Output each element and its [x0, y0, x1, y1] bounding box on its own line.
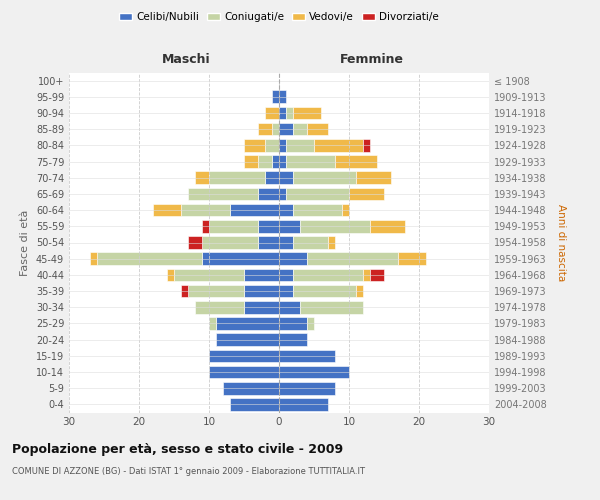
Bar — [286, 106, 293, 120]
Bar — [279, 301, 300, 314]
Bar — [258, 123, 272, 136]
Bar — [363, 268, 370, 281]
Bar — [279, 398, 328, 410]
Bar — [279, 204, 293, 216]
Bar — [307, 252, 398, 265]
Bar — [279, 350, 335, 362]
Bar — [279, 139, 286, 151]
Bar — [370, 268, 384, 281]
Bar — [307, 317, 314, 330]
Bar — [258, 236, 279, 249]
Bar — [265, 172, 279, 184]
Bar — [209, 317, 216, 330]
Bar — [223, 382, 279, 394]
Bar — [398, 252, 426, 265]
Bar — [265, 106, 279, 120]
Bar — [286, 155, 335, 168]
Bar — [293, 172, 356, 184]
Bar — [300, 301, 363, 314]
Bar — [174, 268, 244, 281]
Bar — [230, 398, 279, 410]
Bar — [279, 252, 307, 265]
Bar — [279, 382, 335, 394]
Bar — [272, 90, 279, 103]
Bar — [293, 123, 307, 136]
Bar — [307, 123, 328, 136]
Bar — [363, 139, 370, 151]
Legend: Celibi/Nubili, Coniugati/e, Vedovi/e, Divorziati/e: Celibi/Nubili, Coniugati/e, Vedovi/e, Di… — [115, 8, 443, 26]
Bar — [279, 220, 300, 232]
Text: Femmine: Femmine — [340, 52, 403, 66]
Bar — [188, 236, 202, 249]
Bar — [244, 285, 279, 298]
Bar — [342, 204, 349, 216]
Bar — [209, 220, 258, 232]
Bar — [195, 172, 209, 184]
Bar — [293, 285, 356, 298]
Bar — [279, 155, 286, 168]
Bar — [279, 268, 293, 281]
Y-axis label: Anni di nascita: Anni di nascita — [556, 204, 566, 281]
Bar — [258, 155, 272, 168]
Bar — [279, 236, 293, 249]
Bar — [279, 123, 293, 136]
Bar — [265, 139, 279, 151]
Bar — [279, 285, 293, 298]
Bar — [181, 285, 188, 298]
Bar — [202, 220, 209, 232]
Bar — [279, 106, 286, 120]
Bar — [279, 366, 349, 378]
Bar — [356, 285, 363, 298]
Bar — [153, 204, 181, 216]
Bar — [314, 139, 363, 151]
Bar — [230, 204, 279, 216]
Text: Popolazione per età, sesso e stato civile - 2009: Popolazione per età, sesso e stato civil… — [12, 442, 343, 456]
Bar — [335, 155, 377, 168]
Bar — [279, 188, 286, 200]
Bar — [279, 334, 307, 346]
Bar — [202, 252, 279, 265]
Text: Maschi: Maschi — [162, 52, 211, 66]
Bar — [244, 268, 279, 281]
Bar — [181, 204, 230, 216]
Bar — [293, 236, 328, 249]
Bar — [97, 252, 202, 265]
Bar — [279, 317, 307, 330]
Bar — [328, 236, 335, 249]
Bar — [293, 204, 342, 216]
Bar — [370, 220, 405, 232]
Bar — [279, 90, 286, 103]
Bar — [293, 268, 363, 281]
Bar — [286, 139, 314, 151]
Bar — [258, 188, 279, 200]
Text: COMUNE DI AZZONE (BG) - Dati ISTAT 1° gennaio 2009 - Elaborazione TUTTITALIA.IT: COMUNE DI AZZONE (BG) - Dati ISTAT 1° ge… — [12, 468, 365, 476]
Bar — [90, 252, 97, 265]
Bar — [349, 188, 384, 200]
Bar — [216, 317, 279, 330]
Y-axis label: Fasce di età: Fasce di età — [20, 210, 30, 276]
Bar — [244, 155, 258, 168]
Bar — [209, 350, 279, 362]
Bar — [293, 106, 321, 120]
Bar — [272, 123, 279, 136]
Bar — [279, 172, 293, 184]
Bar — [209, 366, 279, 378]
Bar — [195, 301, 244, 314]
Bar — [209, 172, 265, 184]
Bar — [167, 268, 174, 281]
Bar — [202, 236, 258, 249]
Bar — [272, 155, 279, 168]
Bar — [188, 285, 244, 298]
Bar — [300, 220, 370, 232]
Bar — [356, 172, 391, 184]
Bar — [216, 334, 279, 346]
Bar — [244, 139, 265, 151]
Bar — [258, 220, 279, 232]
Bar — [286, 188, 349, 200]
Bar — [244, 301, 279, 314]
Bar — [188, 188, 258, 200]
